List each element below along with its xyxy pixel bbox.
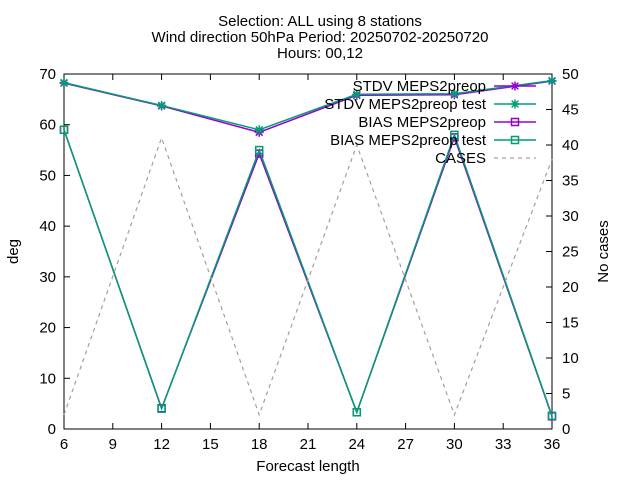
x-axis: 6 9 12 15 18 21 24 27 30 33 36 xyxy=(60,74,561,453)
y2-tick-label: 0 xyxy=(562,421,570,438)
y-tick-label: 30 xyxy=(39,269,56,286)
y2-tick-label: 20 xyxy=(562,279,579,296)
data-point xyxy=(547,411,557,421)
legend-label: STDV MEPS2preop xyxy=(353,78,486,95)
chart-title-line: Wind direction 50hPa Period: 20250702-20… xyxy=(152,29,489,46)
x-tick-label: 9 xyxy=(109,436,117,453)
series-line xyxy=(63,79,553,131)
y2-tick-label: 5 xyxy=(562,386,570,403)
data-point xyxy=(59,125,69,135)
x-tick-label: 18 xyxy=(251,436,268,453)
x-tick-label: 36 xyxy=(544,436,561,453)
legend-label: BIAS MEPS2preop xyxy=(358,114,486,131)
y-tick-label: 50 xyxy=(39,167,56,184)
y-tick-label: 60 xyxy=(39,117,56,134)
series-line xyxy=(63,129,553,417)
data-point xyxy=(547,76,557,86)
y2-tick-label: 10 xyxy=(562,350,579,367)
y-axis-right: 0 5 10 15 20 25 30 35 40 45 50 xyxy=(546,66,579,438)
legend-marker xyxy=(510,117,520,127)
data-point xyxy=(254,125,264,135)
legend-label: STDV MEPS2preop test xyxy=(324,96,487,113)
y2-tick-label: 35 xyxy=(562,173,579,190)
x-tick-label: 33 xyxy=(495,436,512,453)
y2-tick-label: 30 xyxy=(562,208,579,225)
legend-marker xyxy=(510,135,520,145)
y2-tick-label: 40 xyxy=(562,137,579,154)
series-group xyxy=(59,76,557,421)
legend-marker xyxy=(510,81,520,91)
x-tick-label: 30 xyxy=(446,436,463,453)
data-point xyxy=(352,89,362,99)
series-line xyxy=(63,136,553,417)
chart-title-line: Hours: 00,12 xyxy=(277,45,363,62)
y2-tick-label: 25 xyxy=(562,244,579,261)
y-tick-label: 70 xyxy=(39,66,56,83)
chart-title-line: Selection: ALL using 8 stations xyxy=(218,13,422,30)
series-4 xyxy=(63,136,553,417)
y2-tick-label: 45 xyxy=(562,102,579,119)
x-axis-label: Forecast length xyxy=(256,458,359,475)
y-tick-label: 10 xyxy=(39,370,56,387)
legend-marker xyxy=(510,99,520,109)
data-point xyxy=(59,78,69,88)
data-point xyxy=(352,408,362,417)
x-tick-label: 21 xyxy=(300,436,317,453)
y2-tick-label: 15 xyxy=(562,315,579,332)
data-point xyxy=(449,89,459,99)
y-tick-label: 0 xyxy=(48,421,56,438)
y-tick-label: 20 xyxy=(39,320,56,337)
y2-tick-label: 50 xyxy=(562,66,579,83)
x-tick-label: 27 xyxy=(397,436,414,453)
x-tick-label: 12 xyxy=(153,436,170,453)
data-point xyxy=(450,130,459,140)
legend-label: CASES xyxy=(435,150,486,167)
x-tick-label: 15 xyxy=(202,436,219,453)
x-tick-label: 24 xyxy=(348,436,365,453)
data-point xyxy=(157,100,167,110)
y-axis-left: 0 10 20 30 40 50 60 70 xyxy=(39,66,70,438)
y-tick-label: 40 xyxy=(39,218,56,235)
data-point xyxy=(254,145,264,155)
y2-axis-label: No cases xyxy=(595,220,612,283)
series-line xyxy=(63,129,553,417)
x-tick-label: 6 xyxy=(60,436,68,453)
series-1 xyxy=(59,76,557,135)
data-point xyxy=(157,404,166,413)
series-3 xyxy=(59,125,557,421)
series-2 xyxy=(59,125,557,421)
legend-label: BIAS MEPS2preop test xyxy=(330,132,487,149)
y-axis-label: deg xyxy=(5,239,22,264)
